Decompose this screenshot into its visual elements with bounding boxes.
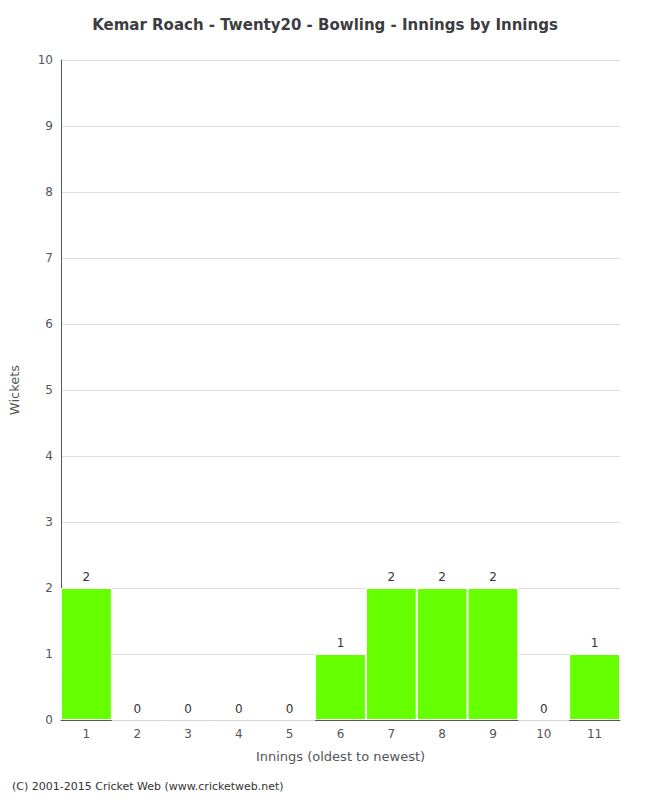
svg-text:0: 0 xyxy=(133,702,141,716)
svg-text:1: 1 xyxy=(45,647,53,661)
svg-text:Wickets: Wickets xyxy=(7,365,22,415)
svg-text:2: 2 xyxy=(387,570,395,584)
svg-text:7: 7 xyxy=(45,251,53,265)
svg-text:0: 0 xyxy=(540,702,548,716)
svg-text:6: 6 xyxy=(337,727,345,741)
svg-text:2: 2 xyxy=(489,570,497,584)
svg-text:2: 2 xyxy=(45,581,53,595)
svg-text:2: 2 xyxy=(133,727,141,741)
svg-text:10: 10 xyxy=(536,727,551,741)
svg-text:3: 3 xyxy=(45,515,53,529)
svg-text:1: 1 xyxy=(337,636,345,650)
svg-text:1: 1 xyxy=(591,636,599,650)
svg-text:0: 0 xyxy=(235,702,243,716)
svg-text:Kemar Roach - Twenty20 - Bowli: Kemar Roach - Twenty20 - Bowling - Innin… xyxy=(92,16,558,34)
svg-text:4: 4 xyxy=(235,727,243,741)
svg-text:2: 2 xyxy=(83,570,91,584)
svg-text:0: 0 xyxy=(286,702,294,716)
svg-text:3: 3 xyxy=(184,727,192,741)
svg-text:1: 1 xyxy=(83,727,91,741)
svg-text:0: 0 xyxy=(184,702,192,716)
svg-text:8: 8 xyxy=(45,185,53,199)
svg-text:11: 11 xyxy=(587,727,602,741)
svg-text:6: 6 xyxy=(45,317,53,331)
svg-text:(C) 2001-2015 Cricket Web (www: (C) 2001-2015 Cricket Web (www.cricketwe… xyxy=(12,780,284,793)
svg-text:8: 8 xyxy=(438,727,446,741)
svg-text:9: 9 xyxy=(489,727,497,741)
svg-text:5: 5 xyxy=(286,727,294,741)
svg-text:5: 5 xyxy=(45,383,53,397)
svg-text:Innings (oldest to newest): Innings (oldest to newest) xyxy=(256,749,425,764)
svg-text:7: 7 xyxy=(387,727,395,741)
svg-text:0: 0 xyxy=(45,713,53,727)
svg-text:9: 9 xyxy=(45,119,53,133)
svg-text:2: 2 xyxy=(438,570,446,584)
svg-text:10: 10 xyxy=(38,53,53,67)
svg-text:4: 4 xyxy=(45,449,53,463)
